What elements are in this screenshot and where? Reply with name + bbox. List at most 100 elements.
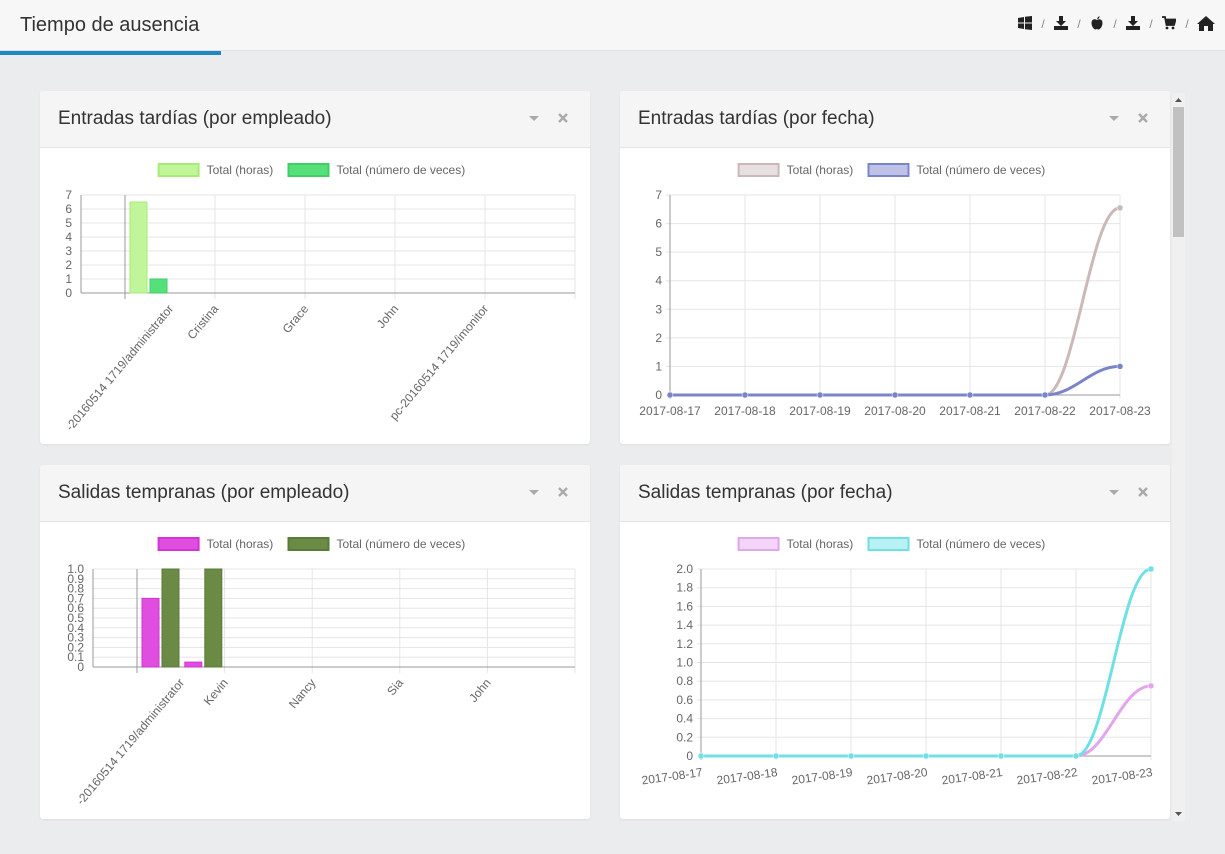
x-tick-label: Kevin bbox=[201, 676, 231, 708]
x-tick-label: 2017-08-20 bbox=[864, 404, 926, 418]
legend-swatch bbox=[287, 537, 330, 551]
y-tick-label: 3 bbox=[65, 244, 72, 258]
y-tick-label: 0 bbox=[65, 286, 72, 300]
chart-panel-early-by-date: Salidas tempranas (por fecha) Total (hor… bbox=[620, 465, 1170, 819]
y-tick-label: 0.4 bbox=[67, 621, 84, 635]
y-tick-label: 6 bbox=[65, 202, 72, 216]
download-icon[interactable] bbox=[1053, 16, 1069, 32]
panel-title: Salidas tempranas (por empleado) bbox=[58, 482, 350, 503]
y-tick-label: 0.8 bbox=[676, 674, 693, 688]
legend-label: Total (horas) bbox=[207, 163, 274, 177]
data-point bbox=[1116, 204, 1124, 212]
data-point bbox=[966, 391, 974, 399]
y-tick-label: 0.9 bbox=[67, 572, 84, 586]
legend-label: Total (horas) bbox=[207, 537, 274, 551]
y-tick-label: 1 bbox=[65, 272, 72, 286]
data-point bbox=[1041, 391, 1049, 399]
data-point bbox=[666, 391, 674, 399]
y-tick-label: 0.5 bbox=[67, 611, 84, 625]
x-tick-label: 2017-08-23 bbox=[1089, 404, 1151, 418]
scrollbar[interactable] bbox=[1172, 93, 1185, 821]
chart-panel-late-by-employee: Entradas tardías (por empleado) Total (h… bbox=[40, 91, 590, 444]
panel-title: Entradas tardías (por fecha) bbox=[638, 108, 875, 129]
y-tick-label: 0.1 bbox=[67, 650, 84, 664]
active-tab-indicator bbox=[0, 51, 221, 55]
data-point bbox=[697, 752, 705, 760]
y-tick-label: 3 bbox=[655, 302, 662, 316]
y-tick-label: 0 bbox=[686, 749, 693, 763]
y-tick-label: 2.0 bbox=[676, 562, 693, 576]
collapse-icon[interactable] bbox=[528, 111, 540, 129]
x-tick-label: 2017-08-17 bbox=[639, 404, 701, 418]
close-icon[interactable] bbox=[557, 485, 569, 503]
y-tick-label: 1.2 bbox=[676, 637, 693, 651]
chart-panel-late-by-date: Entradas tardías (por fecha) Total (hora… bbox=[620, 91, 1170, 444]
x-tick-label: -20160514 1719/administrator bbox=[73, 676, 187, 808]
x-tick-label: 2017-08-19 bbox=[791, 765, 854, 787]
panel-header: Entradas tardías (por empleado) bbox=[40, 91, 590, 148]
collapse-icon[interactable] bbox=[528, 485, 540, 503]
download-icon[interactable] bbox=[1125, 16, 1141, 32]
scrollbar-thumb[interactable] bbox=[1173, 107, 1184, 237]
apple-icon[interactable] bbox=[1089, 16, 1105, 32]
y-tick-label: 1 bbox=[655, 359, 662, 373]
line-chart: Total (horas) Total (número de veces) 0 0.2… bbox=[641, 537, 1155, 788]
y-tick-label: 0.6 bbox=[676, 693, 693, 707]
bar bbox=[149, 278, 168, 294]
home-icon[interactable] bbox=[1197, 16, 1215, 32]
legend-swatch bbox=[867, 537, 910, 551]
bar bbox=[184, 661, 203, 668]
bar-chart: Total (horas) Total (número de veces) 0123… bbox=[63, 163, 576, 434]
data-point bbox=[741, 391, 749, 399]
x-tick-label: 2017-08-19 bbox=[789, 404, 851, 418]
toolbar: / / / / / bbox=[1017, 16, 1215, 32]
x-tick-label: 2017-08-22 bbox=[1016, 765, 1079, 787]
data-point bbox=[816, 391, 824, 399]
y-tick-label: 1.4 bbox=[676, 618, 693, 632]
chart-panel-early-by-employee: Salidas tempranas (por empleado) Total (… bbox=[40, 465, 590, 819]
x-tick-label: Grace bbox=[280, 302, 312, 336]
y-tick-label: 0 bbox=[655, 388, 662, 402]
close-icon[interactable] bbox=[1137, 485, 1149, 503]
windows-icon[interactable] bbox=[1017, 16, 1033, 32]
cart-icon[interactable] bbox=[1161, 16, 1177, 32]
toolbar-separator: / bbox=[1041, 17, 1045, 31]
legend-swatch bbox=[157, 163, 200, 177]
y-tick-label: 2 bbox=[65, 258, 72, 272]
page-title: Tiempo de ausencia bbox=[20, 14, 200, 36]
toolbar-separator: / bbox=[1077, 17, 1081, 31]
legend-swatch bbox=[157, 537, 200, 551]
y-tick-label: 4 bbox=[65, 230, 72, 244]
y-tick-label: 5 bbox=[655, 245, 662, 259]
y-tick-label: 5 bbox=[65, 216, 72, 230]
data-point bbox=[1147, 565, 1155, 573]
legend-label: Total (número de veces) bbox=[337, 537, 466, 551]
data-point bbox=[997, 752, 1005, 760]
y-tick-label: 4 bbox=[655, 274, 662, 288]
legend-label: Total (número de veces) bbox=[917, 163, 1046, 177]
line-chart: Total (horas) Total (número de veces) 0 1 2 3… bbox=[639, 163, 1151, 418]
x-tick-label: Cristina bbox=[184, 302, 221, 342]
scroll-down-icon[interactable] bbox=[1174, 809, 1183, 818]
bar bbox=[141, 597, 160, 668]
toolbar-separator: / bbox=[1113, 17, 1117, 31]
x-tick-label: Nancy bbox=[286, 676, 319, 711]
bar-chart: Total (horas) Total (número de veces) 00.1… bbox=[67, 537, 576, 808]
close-icon[interactable] bbox=[557, 111, 569, 129]
y-tick-label: 0.8 bbox=[67, 582, 84, 596]
collapse-icon[interactable] bbox=[1108, 485, 1120, 503]
y-tick-label: 1.6 bbox=[676, 599, 693, 613]
panel-header: Entradas tardías (por fecha) bbox=[620, 91, 1170, 148]
data-point bbox=[922, 752, 930, 760]
collapse-icon[interactable] bbox=[1108, 111, 1120, 129]
y-tick-label: 1.0 bbox=[67, 562, 84, 576]
bar bbox=[204, 568, 223, 668]
y-tick-label: 0.6 bbox=[67, 601, 84, 615]
x-tick-label: John bbox=[374, 302, 401, 331]
y-tick-label: 1.0 bbox=[676, 656, 693, 670]
scroll-up-icon[interactable] bbox=[1174, 96, 1183, 105]
x-tick-label: 2017-08-18 bbox=[716, 765, 779, 787]
x-tick-label: 2017-08-18 bbox=[714, 404, 776, 418]
x-tick-label: 2017-08-21 bbox=[939, 404, 1001, 418]
close-icon[interactable] bbox=[1137, 111, 1149, 129]
